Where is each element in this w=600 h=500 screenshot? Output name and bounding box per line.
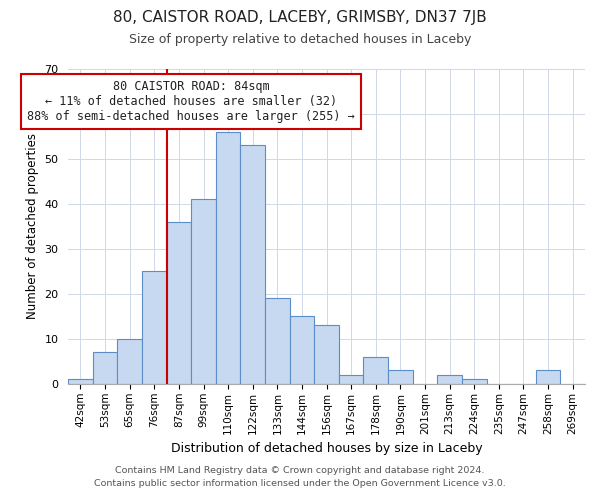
Bar [462, 380, 487, 384]
Bar [142, 272, 167, 384]
Bar [68, 380, 93, 384]
Bar [93, 352, 118, 384]
Bar [265, 298, 290, 384]
X-axis label: Distribution of detached houses by size in Laceby: Distribution of detached houses by size … [171, 442, 482, 455]
Text: 80 CAISTOR ROAD: 84sqm
← 11% of detached houses are smaller (32)
88% of semi-det: 80 CAISTOR ROAD: 84sqm ← 11% of detached… [28, 80, 355, 123]
Bar [339, 375, 364, 384]
Text: 80, CAISTOR ROAD, LACEBY, GRIMSBY, DN37 7JB: 80, CAISTOR ROAD, LACEBY, GRIMSBY, DN37 … [113, 10, 487, 25]
Bar [364, 357, 388, 384]
Bar [191, 200, 216, 384]
Text: Contains HM Land Registry data © Crown copyright and database right 2024.
Contai: Contains HM Land Registry data © Crown c… [94, 466, 506, 487]
Bar [241, 146, 265, 384]
Bar [290, 316, 314, 384]
Bar [167, 222, 191, 384]
Bar [388, 370, 413, 384]
Bar [216, 132, 241, 384]
Bar [314, 326, 339, 384]
Bar [118, 339, 142, 384]
Text: Size of property relative to detached houses in Laceby: Size of property relative to detached ho… [129, 32, 471, 46]
Bar [536, 370, 560, 384]
Y-axis label: Number of detached properties: Number of detached properties [26, 134, 39, 320]
Bar [437, 375, 462, 384]
